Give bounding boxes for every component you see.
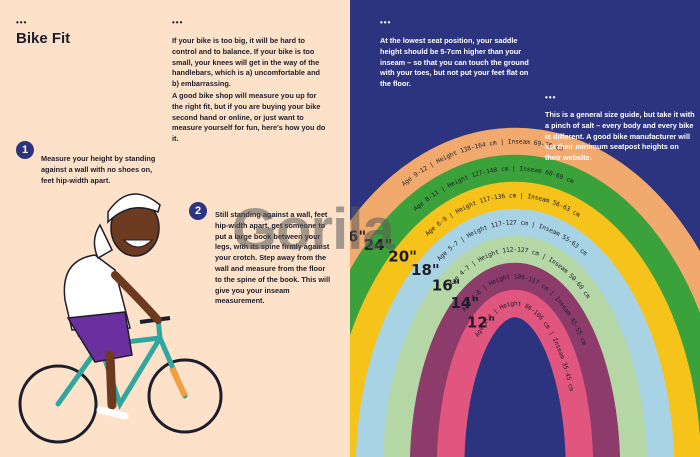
- wheel-size: 18": [411, 261, 440, 279]
- size-band: [350, 181, 700, 457]
- wheel-size: 20": [388, 247, 417, 265]
- wheel-size: 24": [364, 236, 393, 254]
- dots: •••: [380, 18, 392, 27]
- watermark: Gorila: [232, 197, 395, 262]
- size-band: [436, 289, 594, 457]
- note: This is a general size guide, but take i…: [545, 110, 695, 163]
- step-text: Still standing against a wall, feet hip-…: [215, 210, 331, 306]
- intro-paragraph: A good bike shop will measure you up for…: [172, 91, 326, 144]
- dots: •••: [172, 18, 184, 27]
- size-band: [350, 154, 700, 445]
- size-band: [355, 208, 675, 457]
- size-band: [409, 262, 621, 457]
- step-text: Measure your height by standing against …: [41, 154, 156, 185]
- intro-paragraph: If your bike is too big, it will be hard…: [172, 36, 320, 89]
- wheel-size: 16": [432, 276, 461, 294]
- wheel-size: 12": [467, 313, 496, 331]
- dots: •••: [545, 93, 557, 102]
- size-rainbow: Age 9-12 | Height 138-164 cm | Inseam 69…: [350, 127, 700, 457]
- note: At the lowest seat position, your saddle…: [380, 36, 529, 89]
- page-title: Bike Fit: [16, 30, 71, 47]
- size-band: [350, 127, 700, 316]
- wheel-size: 14": [450, 294, 479, 312]
- dots: •••: [16, 18, 28, 27]
- right-page: Age 9-12 | Height 138-164 cm | Inseam 69…: [350, 0, 700, 457]
- step-number: 2: [189, 202, 207, 220]
- wheel-size: 26": [350, 227, 366, 245]
- size-band: [382, 235, 648, 457]
- step-number: 1: [16, 141, 34, 159]
